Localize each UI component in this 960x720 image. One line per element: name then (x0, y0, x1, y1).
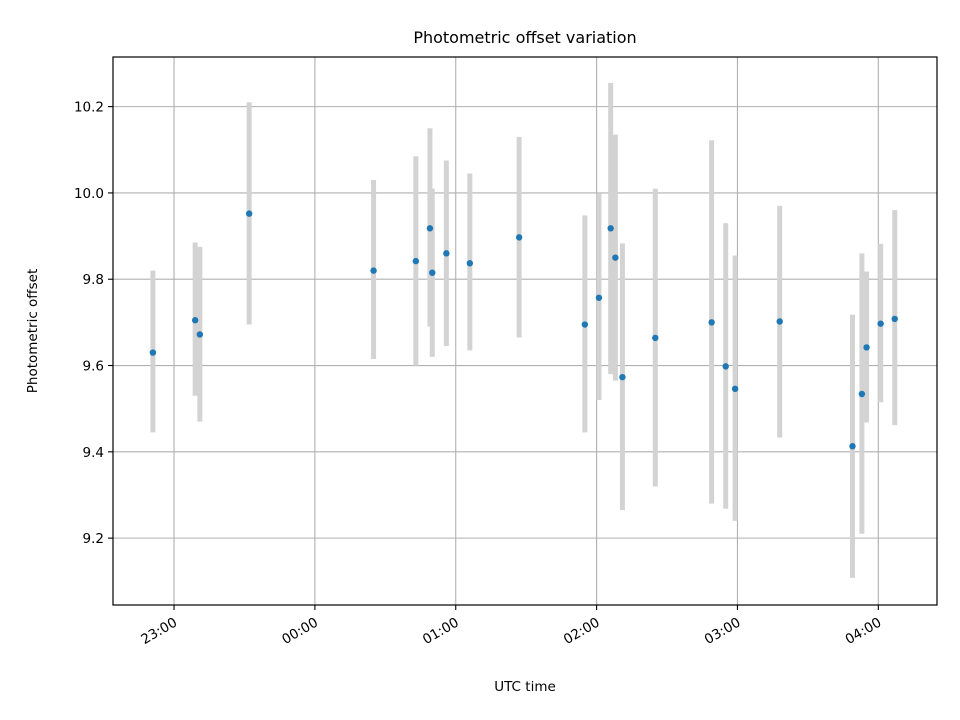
data-point (619, 373, 626, 381)
y-tick-label: 9.8 (83, 272, 104, 288)
data-point (515, 234, 523, 241)
x-axis-label: UTC time (494, 679, 556, 695)
data-point (858, 390, 866, 398)
data-point (612, 254, 619, 261)
data-points (149, 210, 898, 450)
data-point (877, 320, 884, 327)
y-tick-label: 10.2 (74, 100, 104, 116)
data-point (708, 319, 715, 326)
data-point (429, 269, 436, 276)
y-tick-label: 10.0 (74, 186, 104, 202)
chart-title: Photometric offset variation (413, 28, 636, 47)
data-point (607, 225, 614, 232)
y-axis-label: Photometric offset (25, 269, 41, 393)
data-point (426, 225, 434, 232)
data-point (370, 267, 377, 274)
data-point (245, 210, 253, 217)
data-point (891, 315, 898, 323)
y-tick-label: 9.2 (83, 531, 104, 547)
data-point (776, 318, 783, 325)
data-point (722, 363, 729, 370)
data-point (652, 334, 659, 342)
data-point (443, 250, 450, 257)
data-point (196, 331, 204, 338)
data-point (731, 385, 739, 393)
data-point (149, 349, 157, 356)
data-point (412, 257, 420, 265)
y-tick-label: 9.4 (83, 445, 104, 461)
data-point (595, 294, 603, 301)
plot-frame (112, 56, 938, 606)
data-point (191, 317, 199, 324)
y-axis-ticks: 9.2 9.4 9.6 9.8 10.0 10.2 (74, 100, 113, 547)
data-point (863, 344, 870, 351)
data-point (849, 443, 856, 450)
y-tick-label: 9.6 (83, 359, 104, 375)
data-point (466, 260, 474, 267)
data-point (581, 321, 589, 328)
